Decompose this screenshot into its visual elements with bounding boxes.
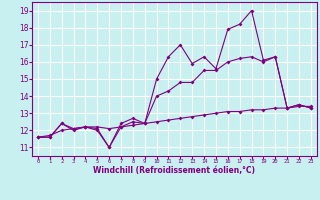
X-axis label: Windchill (Refroidissement éolien,°C): Windchill (Refroidissement éolien,°C) bbox=[93, 166, 255, 175]
